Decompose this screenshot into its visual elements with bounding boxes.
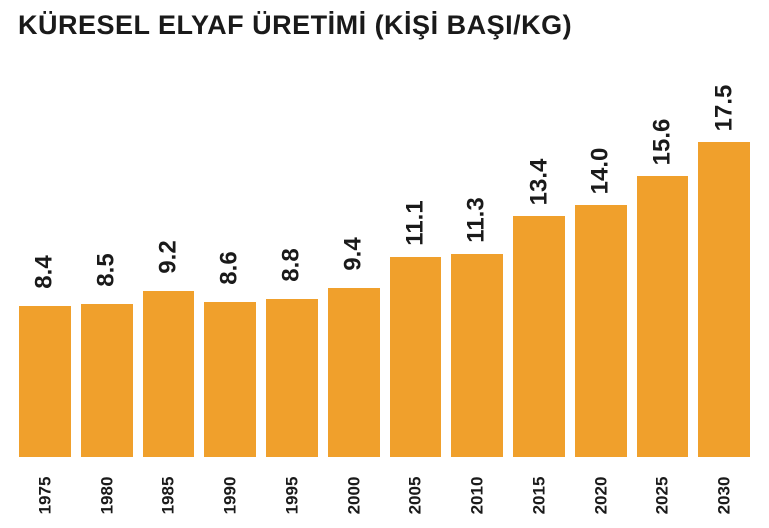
bar-value-label: 11.3	[465, 197, 489, 242]
bar-rect	[204, 302, 256, 457]
bar-rect	[328, 288, 380, 457]
bar-value-label: 15.6	[650, 119, 674, 166]
x-tick-label: 1980	[98, 477, 115, 515]
x-tick: 2000	[323, 473, 385, 518]
x-tick-label: 2005	[407, 477, 424, 515]
bar: 8.8	[261, 253, 323, 457]
bar-rect	[637, 176, 689, 457]
x-tick: 1990	[199, 473, 261, 518]
chart-title-bar: KÜRESEL ELYAF ÜRETİMİ (KİŞİ BAŞI/KG)	[0, 0, 769, 49]
bar-value-label: 11.1	[403, 201, 427, 246]
x-tick: 2005	[385, 473, 447, 518]
x-tick-label: 1995	[283, 477, 300, 515]
x-tick-label: 2015	[530, 477, 547, 515]
bar: 9.4	[323, 242, 385, 457]
bar-value-label: 8.6	[218, 252, 242, 285]
bar-rect	[143, 291, 195, 457]
bar: 11.3	[446, 208, 508, 457]
bar-rect	[575, 205, 627, 457]
bar: 8.6	[199, 256, 261, 457]
x-tick-label: 2030	[716, 477, 733, 515]
x-tick: 2020	[570, 473, 632, 518]
bar-value-label: 17.5	[712, 85, 736, 132]
x-tick: 2015	[508, 473, 570, 518]
chart-plot-area: 8.48.59.28.68.89.411.111.313.414.015.617…	[0, 49, 769, 457]
bar-value-label: 13.4	[527, 158, 551, 205]
bar: 17.5	[693, 96, 755, 457]
bar-value-label: 14.0	[589, 148, 613, 195]
bar-rect	[451, 254, 503, 457]
x-tick-label: 1990	[222, 477, 239, 515]
x-tick: 2010	[446, 473, 508, 518]
bar: 14.0	[570, 159, 632, 457]
x-tick-label: 1985	[160, 477, 177, 515]
bar-value-label: 8.5	[95, 253, 119, 286]
x-tick: 1980	[76, 473, 138, 518]
chart-x-axis: 1975 1980 1985 1990 1995 2000 2005 2010 2015 2020…	[0, 457, 769, 528]
bar: 11.1	[385, 211, 447, 457]
bar: 8.5	[76, 258, 138, 457]
bar-value-label: 9.4	[342, 237, 366, 270]
x-tick-label: 2020	[592, 477, 609, 515]
x-tick: 1985	[138, 473, 200, 518]
bar: 13.4	[508, 170, 570, 457]
x-tick: 2025	[632, 473, 694, 518]
chart-title: KÜRESEL ELYAF ÜRETİMİ (KİŞİ BAŞI/KG)	[18, 10, 751, 41]
fiber-production-chart: KÜRESEL ELYAF ÜRETİMİ (KİŞİ BAŞI/KG) 8.4…	[0, 0, 769, 528]
bar: 8.4	[14, 260, 76, 457]
x-tick: 1975	[14, 473, 76, 518]
x-tick-label: 2025	[654, 477, 671, 515]
bar: 15.6	[632, 130, 694, 457]
bar: 9.2	[138, 245, 200, 457]
bar-value-label: 9.2	[156, 241, 180, 274]
bar-rect	[698, 142, 750, 457]
bar-rect	[81, 304, 133, 457]
bar-rect	[513, 216, 565, 457]
x-tick: 2030	[693, 473, 755, 518]
bar-value-label: 8.4	[33, 255, 57, 288]
x-tick: 1995	[261, 473, 323, 518]
bar-rect	[266, 299, 318, 457]
x-tick-label: 2000	[345, 477, 362, 515]
bar-value-label: 8.8	[280, 248, 304, 281]
bar-rect	[390, 257, 442, 457]
x-tick-label: 1975	[36, 477, 53, 515]
bar-rect	[19, 306, 71, 457]
x-tick-label: 2010	[469, 477, 486, 515]
